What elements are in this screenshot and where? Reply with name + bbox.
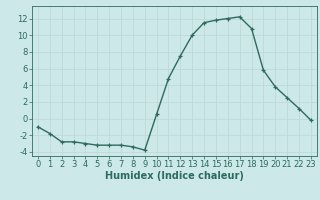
X-axis label: Humidex (Indice chaleur): Humidex (Indice chaleur): [105, 171, 244, 181]
